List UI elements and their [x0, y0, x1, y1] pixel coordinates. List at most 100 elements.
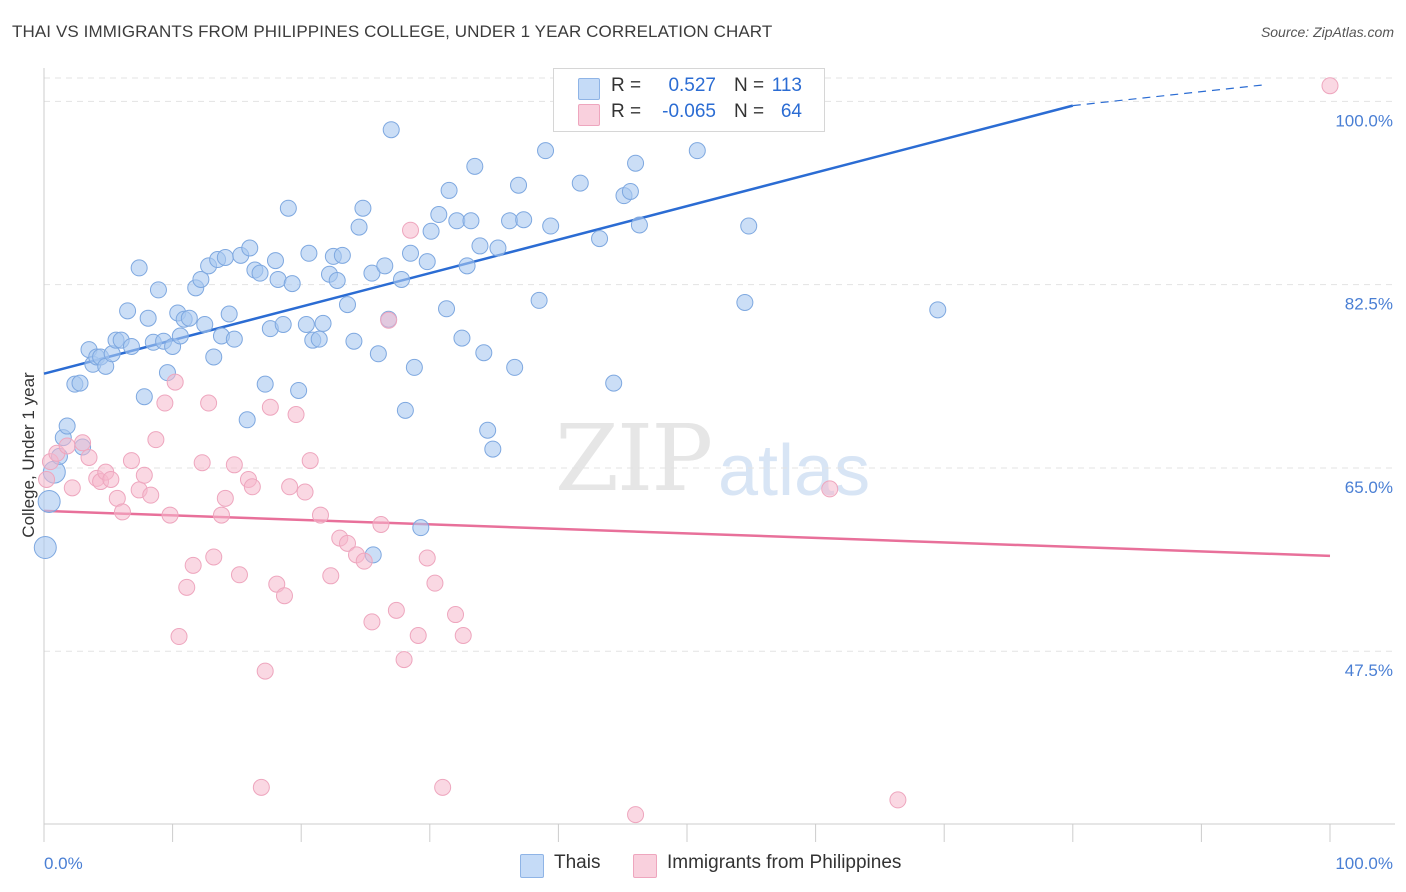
philippines-point — [322, 567, 340, 585]
philippines-legend-swatch — [633, 854, 657, 878]
thais-point — [256, 375, 274, 393]
thais-point — [300, 244, 318, 262]
thais-point — [418, 253, 436, 271]
philippines-point — [200, 394, 218, 412]
philippines-point — [256, 662, 274, 680]
philippines-point — [193, 454, 211, 472]
thais-point — [402, 244, 420, 262]
philippines-point — [402, 221, 420, 239]
thais-legend-label: Thais — [554, 852, 601, 873]
thais-point — [37, 489, 61, 513]
thais-point — [510, 176, 528, 194]
thais-point — [405, 358, 423, 376]
thais-point — [605, 374, 623, 392]
gridlines — [44, 77, 1395, 652]
philippines-point — [230, 566, 248, 584]
philippines-point — [821, 480, 839, 498]
philippines-point — [434, 778, 452, 796]
thais-point — [448, 212, 466, 230]
thais-point — [119, 302, 137, 320]
trend-lines — [43, 84, 1331, 558]
philippines-point — [122, 452, 140, 470]
philippines-point — [338, 534, 356, 552]
philippines-trend-line — [43, 509, 1331, 558]
thais-point — [269, 270, 287, 288]
philippines-point — [80, 448, 98, 466]
philippines-point — [1321, 77, 1339, 95]
thais-point — [412, 519, 430, 537]
philippines-point — [156, 394, 174, 412]
thais-point — [225, 330, 243, 348]
philippines-point — [395, 651, 413, 669]
thais-point — [740, 217, 758, 235]
thais-point — [530, 291, 548, 309]
philippines-point — [74, 434, 92, 452]
x-tick-label-right: 100.0% — [1335, 854, 1393, 873]
philippines-point — [363, 613, 381, 631]
thais-legend-swatch — [520, 854, 544, 878]
philippines-point — [252, 778, 270, 796]
thais-point — [180, 309, 198, 327]
thais-point — [393, 270, 411, 288]
philippines-point — [387, 601, 405, 619]
legend-row-thais: R = 0.527 N = 113 — [554, 75, 822, 101]
thais-point — [266, 252, 284, 270]
philippines-point — [426, 574, 444, 592]
philippines-point — [166, 373, 184, 391]
thais-point — [130, 259, 148, 277]
thais-trend-line — [43, 104, 1074, 375]
philippines-point — [170, 628, 188, 646]
thais-point — [501, 212, 519, 230]
y-axis-title: College, Under 1 year — [19, 372, 38, 538]
thais-point — [71, 374, 89, 392]
thais-point — [440, 181, 458, 199]
philippines-point — [355, 552, 373, 570]
legend-row-philippines: R = -0.065 N = 64 — [554, 101, 822, 127]
philippines-points — [38, 77, 1339, 824]
philippines-point — [311, 506, 329, 524]
thais-point — [58, 417, 76, 435]
thais-point — [345, 332, 363, 350]
thais-point — [297, 315, 315, 333]
watermark-atlas: atlas — [718, 431, 871, 511]
n-label: N = — [734, 101, 765, 122]
thais-point — [314, 314, 332, 332]
thais-point — [238, 411, 256, 429]
thais-point — [630, 216, 648, 234]
thais-point — [471, 237, 489, 255]
thais-points — [33, 89, 947, 564]
philippines-point — [113, 503, 131, 521]
thais-point — [475, 344, 493, 362]
thais-point — [688, 142, 706, 160]
thais-point — [484, 440, 502, 458]
thais-point — [458, 257, 476, 275]
philippines-point — [287, 406, 305, 424]
thais-point — [515, 211, 533, 229]
philippines-point — [38, 470, 56, 488]
philippines-point — [627, 806, 645, 824]
philippines-point — [243, 478, 261, 496]
thais-point — [736, 293, 754, 311]
n-value: 113 — [771, 75, 802, 96]
philippines-swatch — [578, 104, 600, 126]
thais-point — [328, 271, 346, 289]
thais-point — [220, 305, 238, 323]
thais-point — [354, 199, 372, 217]
y-tick-label: 82.5% — [1345, 295, 1393, 314]
philippines-point — [147, 431, 165, 449]
thais-point — [149, 281, 167, 299]
thais-point — [135, 388, 153, 406]
thais-point — [338, 296, 356, 314]
thais-point — [171, 327, 189, 345]
philippines-point — [178, 578, 196, 596]
philippines-point — [275, 587, 293, 605]
philippines-point — [409, 627, 427, 644]
philippines-point — [261, 398, 279, 416]
philippines-point — [135, 466, 153, 484]
thais-point — [279, 199, 297, 217]
watermark-zip: ZIP — [555, 405, 713, 512]
philippines-point — [372, 515, 390, 533]
thais-point — [537, 142, 555, 160]
philippines-point — [102, 470, 120, 488]
source-label: Source: ZipAtlas.com — [1260, 24, 1394, 40]
